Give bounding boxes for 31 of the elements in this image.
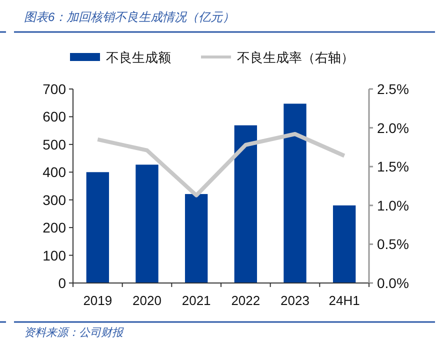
x-tick-label: 2021 — [182, 293, 211, 308]
y-tick-label: 0 — [58, 275, 66, 291]
legend-label: 不良生成额 — [106, 50, 171, 65]
bar — [332, 205, 356, 283]
chart-title: 图表6：加回核销不良生成情况（亿元） — [24, 10, 235, 24]
x-tick-label: 2020 — [132, 293, 162, 308]
bar — [234, 125, 258, 283]
bar — [284, 104, 306, 283]
y2-tick-label: 2.0% — [377, 120, 409, 136]
bar — [184, 194, 208, 283]
y-tick-label: 300 — [42, 192, 66, 208]
x-tick-label: 2019 — [83, 293, 112, 308]
bar — [136, 164, 158, 283]
y2-tick-label: 0.5% — [377, 236, 409, 252]
y-tick-label: 600 — [42, 108, 66, 125]
y-tick-label: 100 — [42, 247, 66, 264]
y2-tick-label: 1.5% — [377, 158, 409, 175]
x-tick-label: 24H1 — [328, 293, 360, 308]
y2-tick-label: 1.0% — [377, 197, 409, 214]
line-series — [96, 132, 346, 198]
y-tick-label: 700 — [42, 81, 66, 97]
y-tick-label: 200 — [42, 220, 66, 236]
y2-tick-label: 2.5% — [377, 81, 409, 97]
x-tick-label: 2022 — [231, 293, 260, 308]
legend-label: 不良生成率（右轴） — [237, 50, 354, 65]
bar — [86, 172, 110, 283]
x-tick-label: 2023 — [280, 293, 310, 308]
y-tick-label: 400 — [42, 164, 66, 180]
text: 资料来源：公司财报 — [24, 326, 124, 339]
y2-tick-label: 0.0% — [377, 275, 409, 291]
y-tick-label: 500 — [42, 136, 66, 152]
